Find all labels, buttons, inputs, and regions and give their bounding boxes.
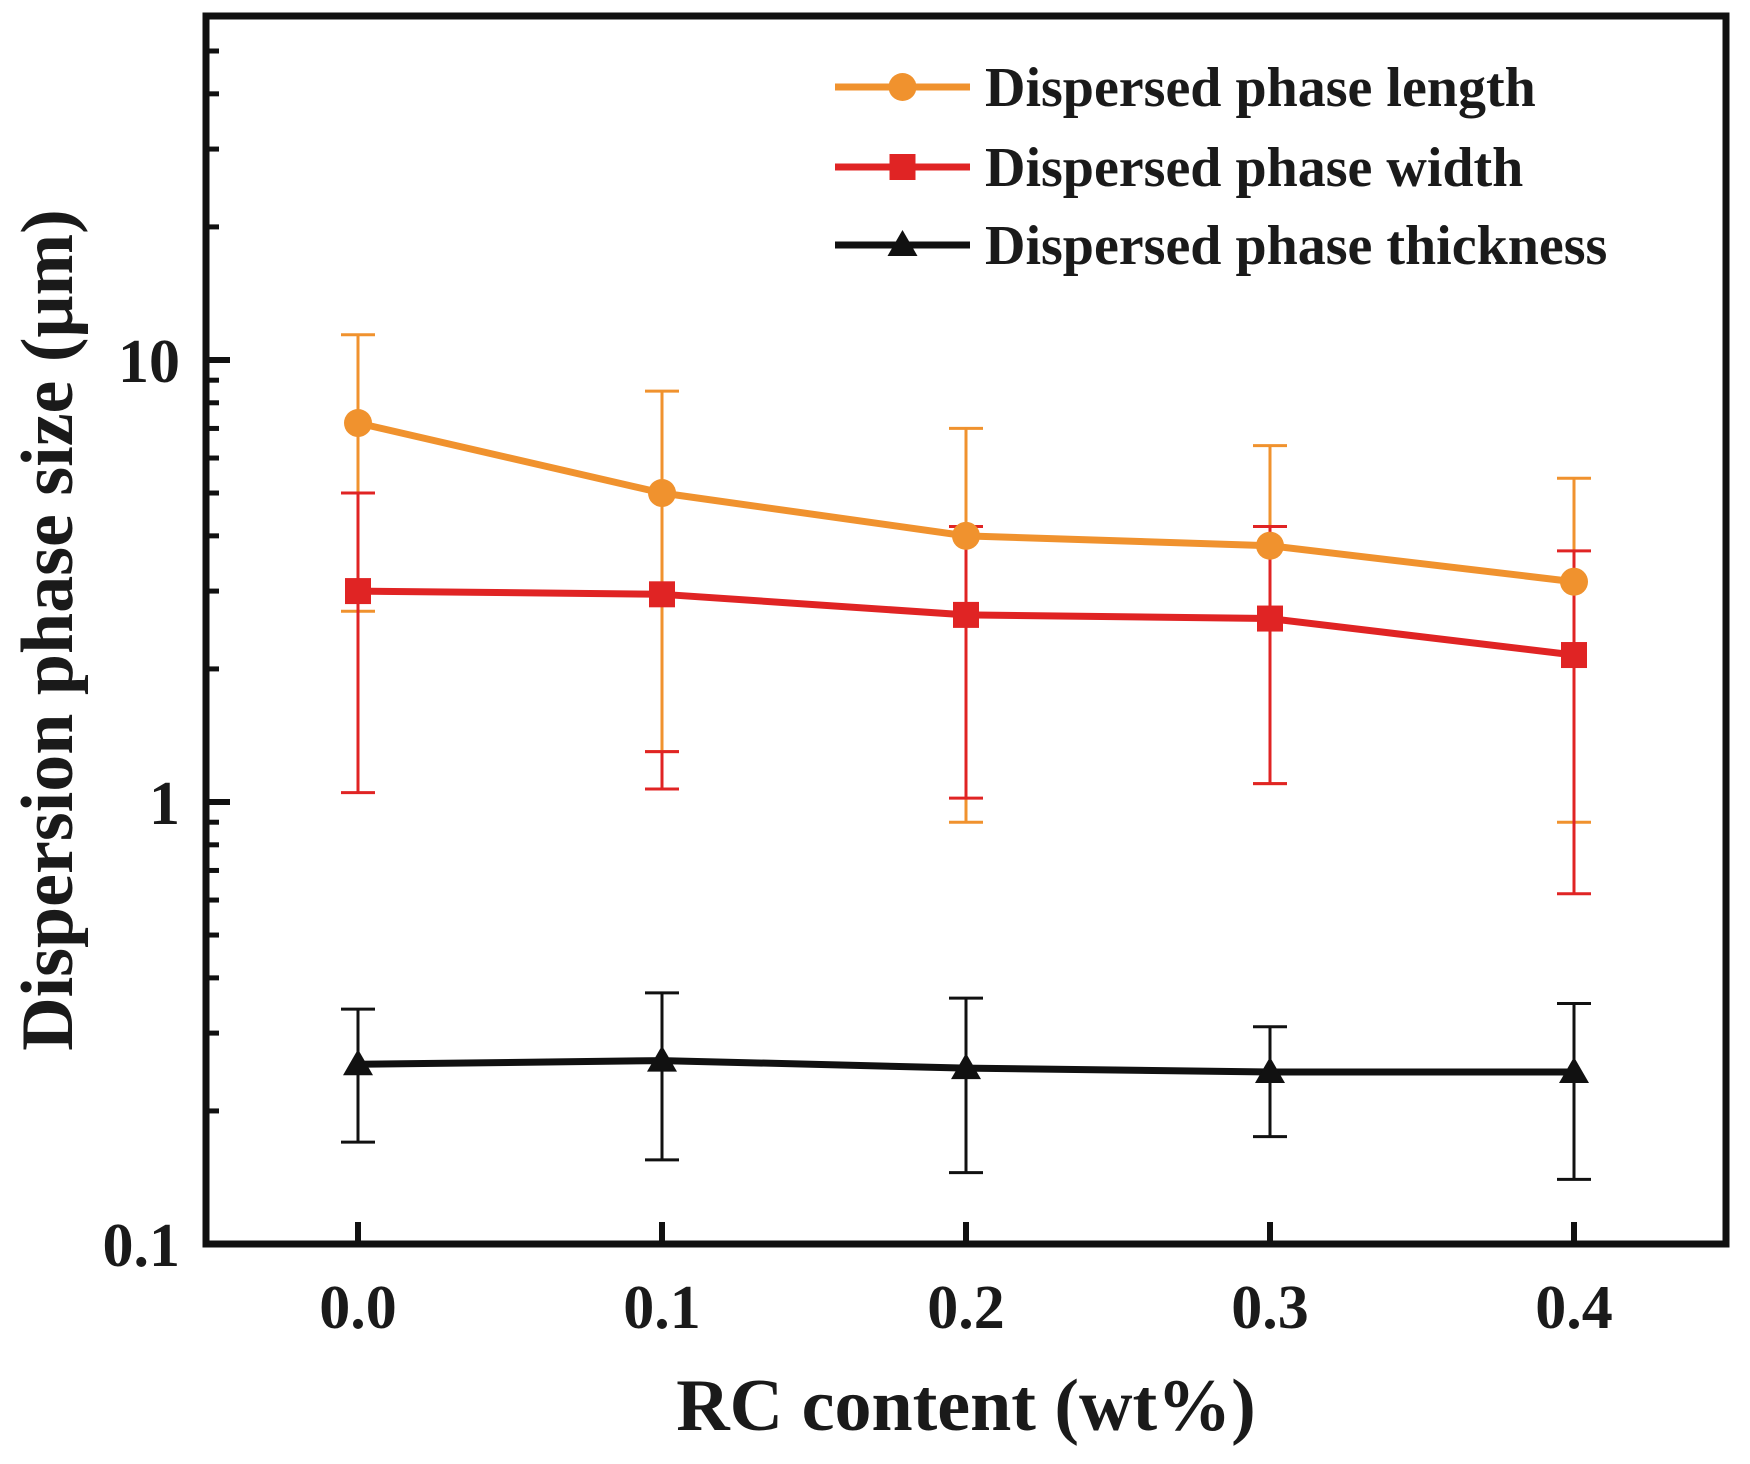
y-tick-label: 10: [118, 328, 180, 396]
y-axis-title: Dispersion phase size (μm): [7, 209, 89, 1051]
x-tick-label: 0.1: [623, 1274, 701, 1342]
data-point: [952, 521, 980, 550]
legend-label: Dispersed phase width: [985, 137, 1523, 199]
data-point: [343, 1049, 373, 1076]
x-tick-label: 0.3: [1231, 1274, 1309, 1342]
series-markers: [343, 409, 1589, 1083]
x-tick-label: 0.4: [1535, 1274, 1613, 1342]
x-tick-label: 0.2: [927, 1274, 1005, 1342]
data-point: [648, 479, 676, 508]
data-point: [649, 581, 675, 608]
data-point: [345, 578, 371, 605]
legend: Dispersed phase length Dispersed phase wi…: [835, 57, 1607, 277]
data-point: [1561, 642, 1587, 669]
axes: 0.0 0.1 0.2 0.3 0.4 0.1 1 10: [103, 48, 1613, 1342]
legend-marker: [888, 73, 917, 101]
legend-label: Dispersed phase thickness: [985, 215, 1607, 277]
y-tick-label: 0.1: [103, 1212, 181, 1280]
x-axis-title: RC content (wt%): [676, 1365, 1256, 1447]
data-point: [1256, 531, 1284, 560]
data-point: [647, 1045, 677, 1072]
legend-label: Dispersed phase length: [985, 57, 1536, 119]
legend-marker: [887, 230, 918, 256]
data-point: [344, 409, 372, 438]
legend-marker: [889, 154, 916, 180]
data-point: [1255, 1056, 1285, 1083]
data-point: [1257, 605, 1283, 632]
data-point: [951, 1053, 981, 1080]
data-point: [953, 601, 979, 628]
y-tick-label: 1: [149, 770, 180, 838]
data-point: [1559, 1056, 1589, 1083]
data-point: [1560, 567, 1588, 596]
x-tick-label: 0.0: [319, 1274, 397, 1342]
